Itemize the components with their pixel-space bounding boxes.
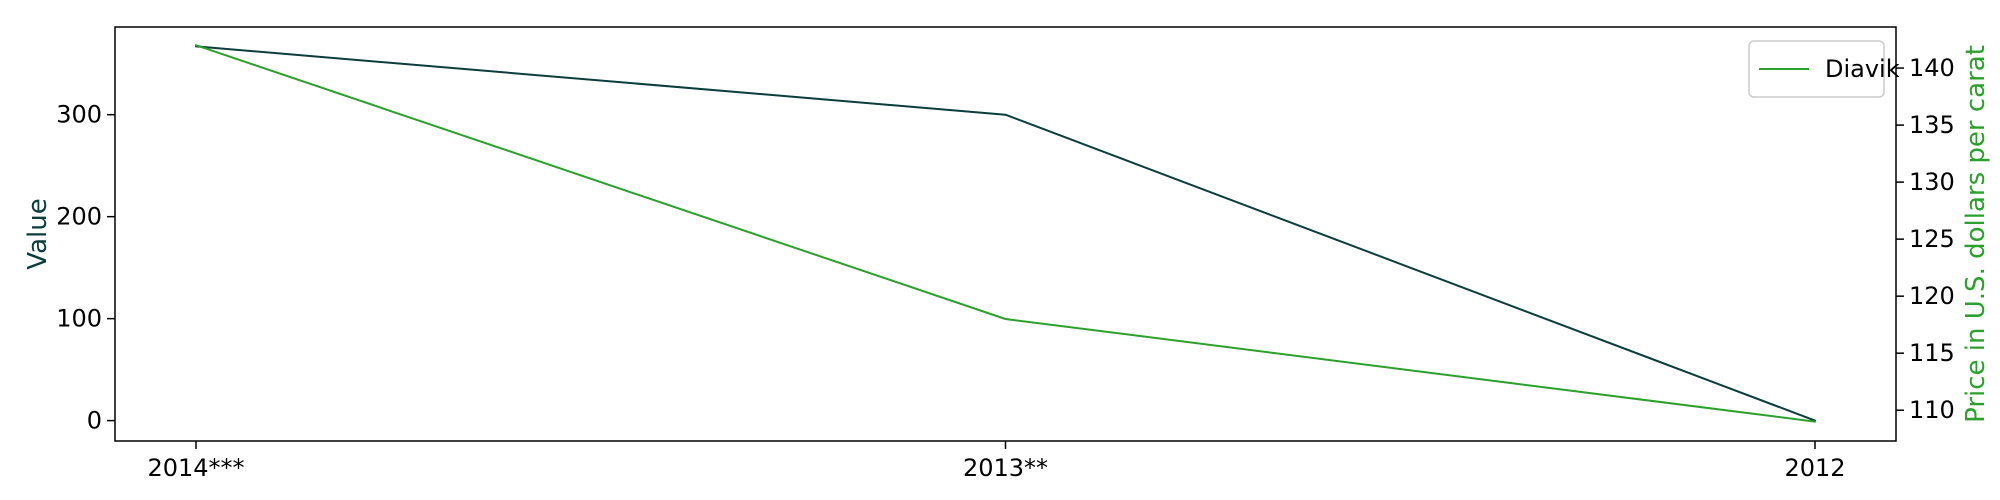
legend: Diavik xyxy=(1748,40,1900,98)
series-line-diavik xyxy=(195,44,1816,423)
right-tick-label: 120 xyxy=(1909,282,1955,310)
series-line xyxy=(195,45,1816,422)
right-tick-label: 115 xyxy=(1909,339,1955,367)
right-y-axis: 110 115 120 125 130 135 140 xyxy=(1896,54,1955,424)
right-tick-label: 130 xyxy=(1909,168,1955,196)
x-tick-label: 2012 xyxy=(1784,454,1845,482)
x-axis: 2014*** 2013** 2012 xyxy=(147,441,1846,482)
right-tick-label: 110 xyxy=(1909,396,1955,424)
right-tick-label: 125 xyxy=(1909,225,1955,253)
plot-frame xyxy=(114,26,1897,442)
right-tick-label: 135 xyxy=(1909,111,1955,139)
left-tick-label: 200 xyxy=(56,203,102,231)
right-tick-label: 140 xyxy=(1909,54,1955,82)
legend-label: Diavik xyxy=(1825,55,1900,83)
left-tick-label: 0 xyxy=(87,407,102,435)
x-tick-label: 2013** xyxy=(963,454,1048,482)
left-y-axis: 0 100 200 300 xyxy=(56,101,115,435)
left-tick-label: 100 xyxy=(56,305,102,333)
right-axis-title: Price in U.S. dollars per carat xyxy=(1961,45,1991,423)
left-axis-title: Value xyxy=(23,198,53,269)
x-tick-label: 2014*** xyxy=(147,454,244,482)
series-layer xyxy=(195,44,1816,423)
left-tick-label: 300 xyxy=(56,101,102,129)
legend-box xyxy=(1748,40,1885,98)
